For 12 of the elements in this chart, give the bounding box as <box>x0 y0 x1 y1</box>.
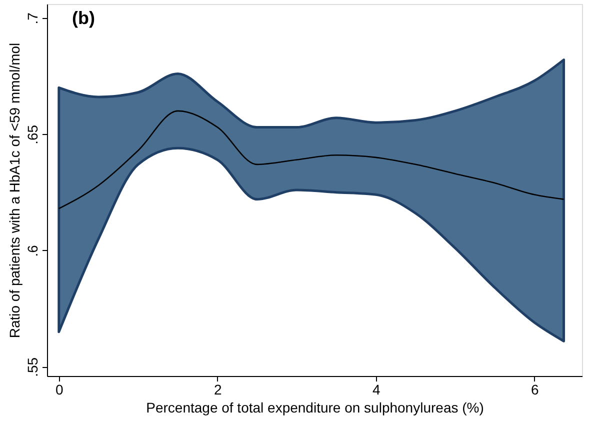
x-tick-label: 2 <box>214 382 222 398</box>
y-tick-label: .6 <box>24 244 40 257</box>
chart-title: (b) <box>72 8 95 28</box>
y-axis-title: Ratio of patients with a HbA1c of <59 mmol/mol <box>6 42 22 338</box>
line-series <box>58 110 564 210</box>
x-tick-label: 4 <box>372 382 381 398</box>
x-tick-label: 6 <box>531 382 540 398</box>
x-axis-title: Percentage of total expenditure on sulphonylureas (%) <box>146 400 484 416</box>
y-tick-label: .55 <box>24 357 40 377</box>
y-tick-label: .7 <box>24 12 40 24</box>
x-tick-label: 0 <box>55 382 64 398</box>
y-tick-label: .65 <box>24 124 40 144</box>
